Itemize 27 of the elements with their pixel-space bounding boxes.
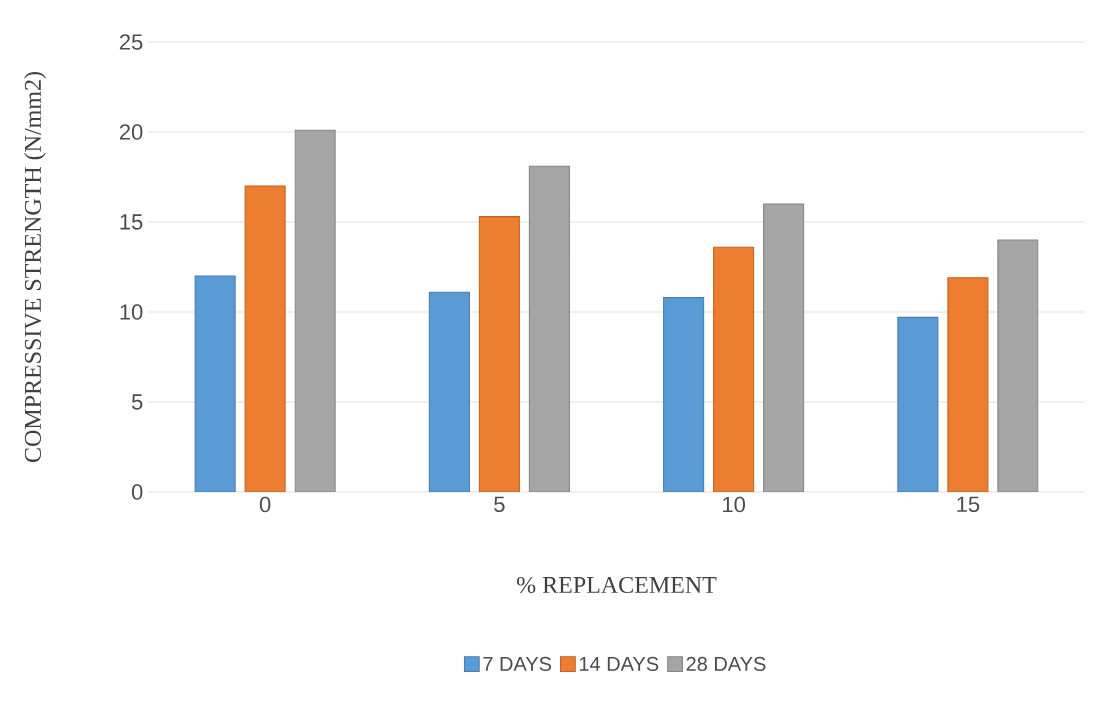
y-axis-title: COMPRESSIVE STRENGTH (N/mm2) [24, 72, 46, 463]
legend-label: 28 DAYS [686, 656, 766, 671]
bar [428, 291, 470, 492]
x-tick-label: 0 [259, 496, 271, 513]
y-tick-label: 5 [131, 394, 143, 410]
bar [478, 216, 520, 492]
bar [997, 239, 1039, 492]
bar [713, 246, 755, 492]
bar [194, 275, 236, 492]
y-tick-label: 10 [120, 304, 143, 320]
bar [528, 165, 570, 492]
bar [763, 203, 805, 492]
bar [294, 129, 336, 492]
y-tick-label: 0 [131, 484, 143, 500]
bar [663, 297, 705, 492]
x-tick-label: 15 [957, 496, 980, 513]
bar [897, 316, 939, 492]
x-tick-label: 10 [723, 496, 745, 513]
legend-label: 14 DAYS [579, 656, 659, 671]
y-tick-label: 15 [120, 214, 143, 230]
x-tick-label: 5 [494, 496, 505, 513]
y-tick-label: 25 [119, 34, 143, 50]
bar [244, 185, 286, 492]
y-tick-label: 20 [119, 124, 143, 140]
x-axis-title: % REPLACEMENT [516, 576, 717, 594]
legend-label: 7 DAYS [483, 656, 552, 671]
bar [947, 277, 989, 492]
